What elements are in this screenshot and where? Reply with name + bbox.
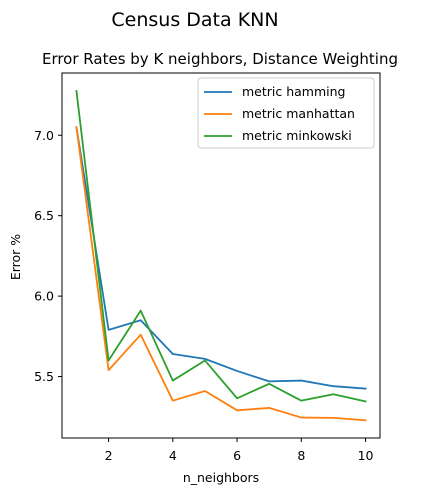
x-tick-label-1: 2 — [105, 448, 113, 463]
figure-suptitle: Census Data KNN — [111, 9, 278, 31]
x-axis-label: n_neighbors — [183, 470, 259, 485]
legend-box — [197, 77, 375, 149]
y-axis-label: Error % — [8, 234, 23, 280]
x-tick-label-2: 4 — [169, 448, 177, 463]
x-tick-label-5: 10 — [358, 448, 374, 463]
legend-items: metric hamming metric manhattan metric min… — [204, 84, 355, 143]
y-tick-label-1: 5.5 — [34, 369, 54, 384]
y-tick-label-2: 6.0 — [34, 289, 54, 304]
y-tick-label-4: 7.0 — [34, 128, 54, 143]
series-line-1 — [75, 126, 367, 390]
y-tick-label-3: 6.5 — [34, 208, 54, 223]
y-axis-ticks: 5.5 6.0 6.5 7.0 — [34, 128, 62, 384]
legend-label-3: metric minkowski — [242, 128, 352, 143]
series-line-2 — [75, 126, 367, 422]
series-line-3 — [75, 90, 367, 403]
plot-frame — [61, 72, 381, 439]
legend: metric hamming metric manhattan metric min… — [197, 77, 375, 149]
plot-title: Error Rates by K neighbors, Distance Wei… — [42, 50, 398, 68]
legend-label-1: metric hamming — [242, 84, 346, 99]
series-layer — [75, 90, 367, 422]
x-tick-label-4: 8 — [297, 448, 305, 463]
x-tick-label-3: 6 — [233, 448, 241, 463]
legend-label-2: metric manhattan — [242, 106, 355, 121]
x-axis-ticks: 2 4 6 8 10 — [105, 438, 374, 463]
